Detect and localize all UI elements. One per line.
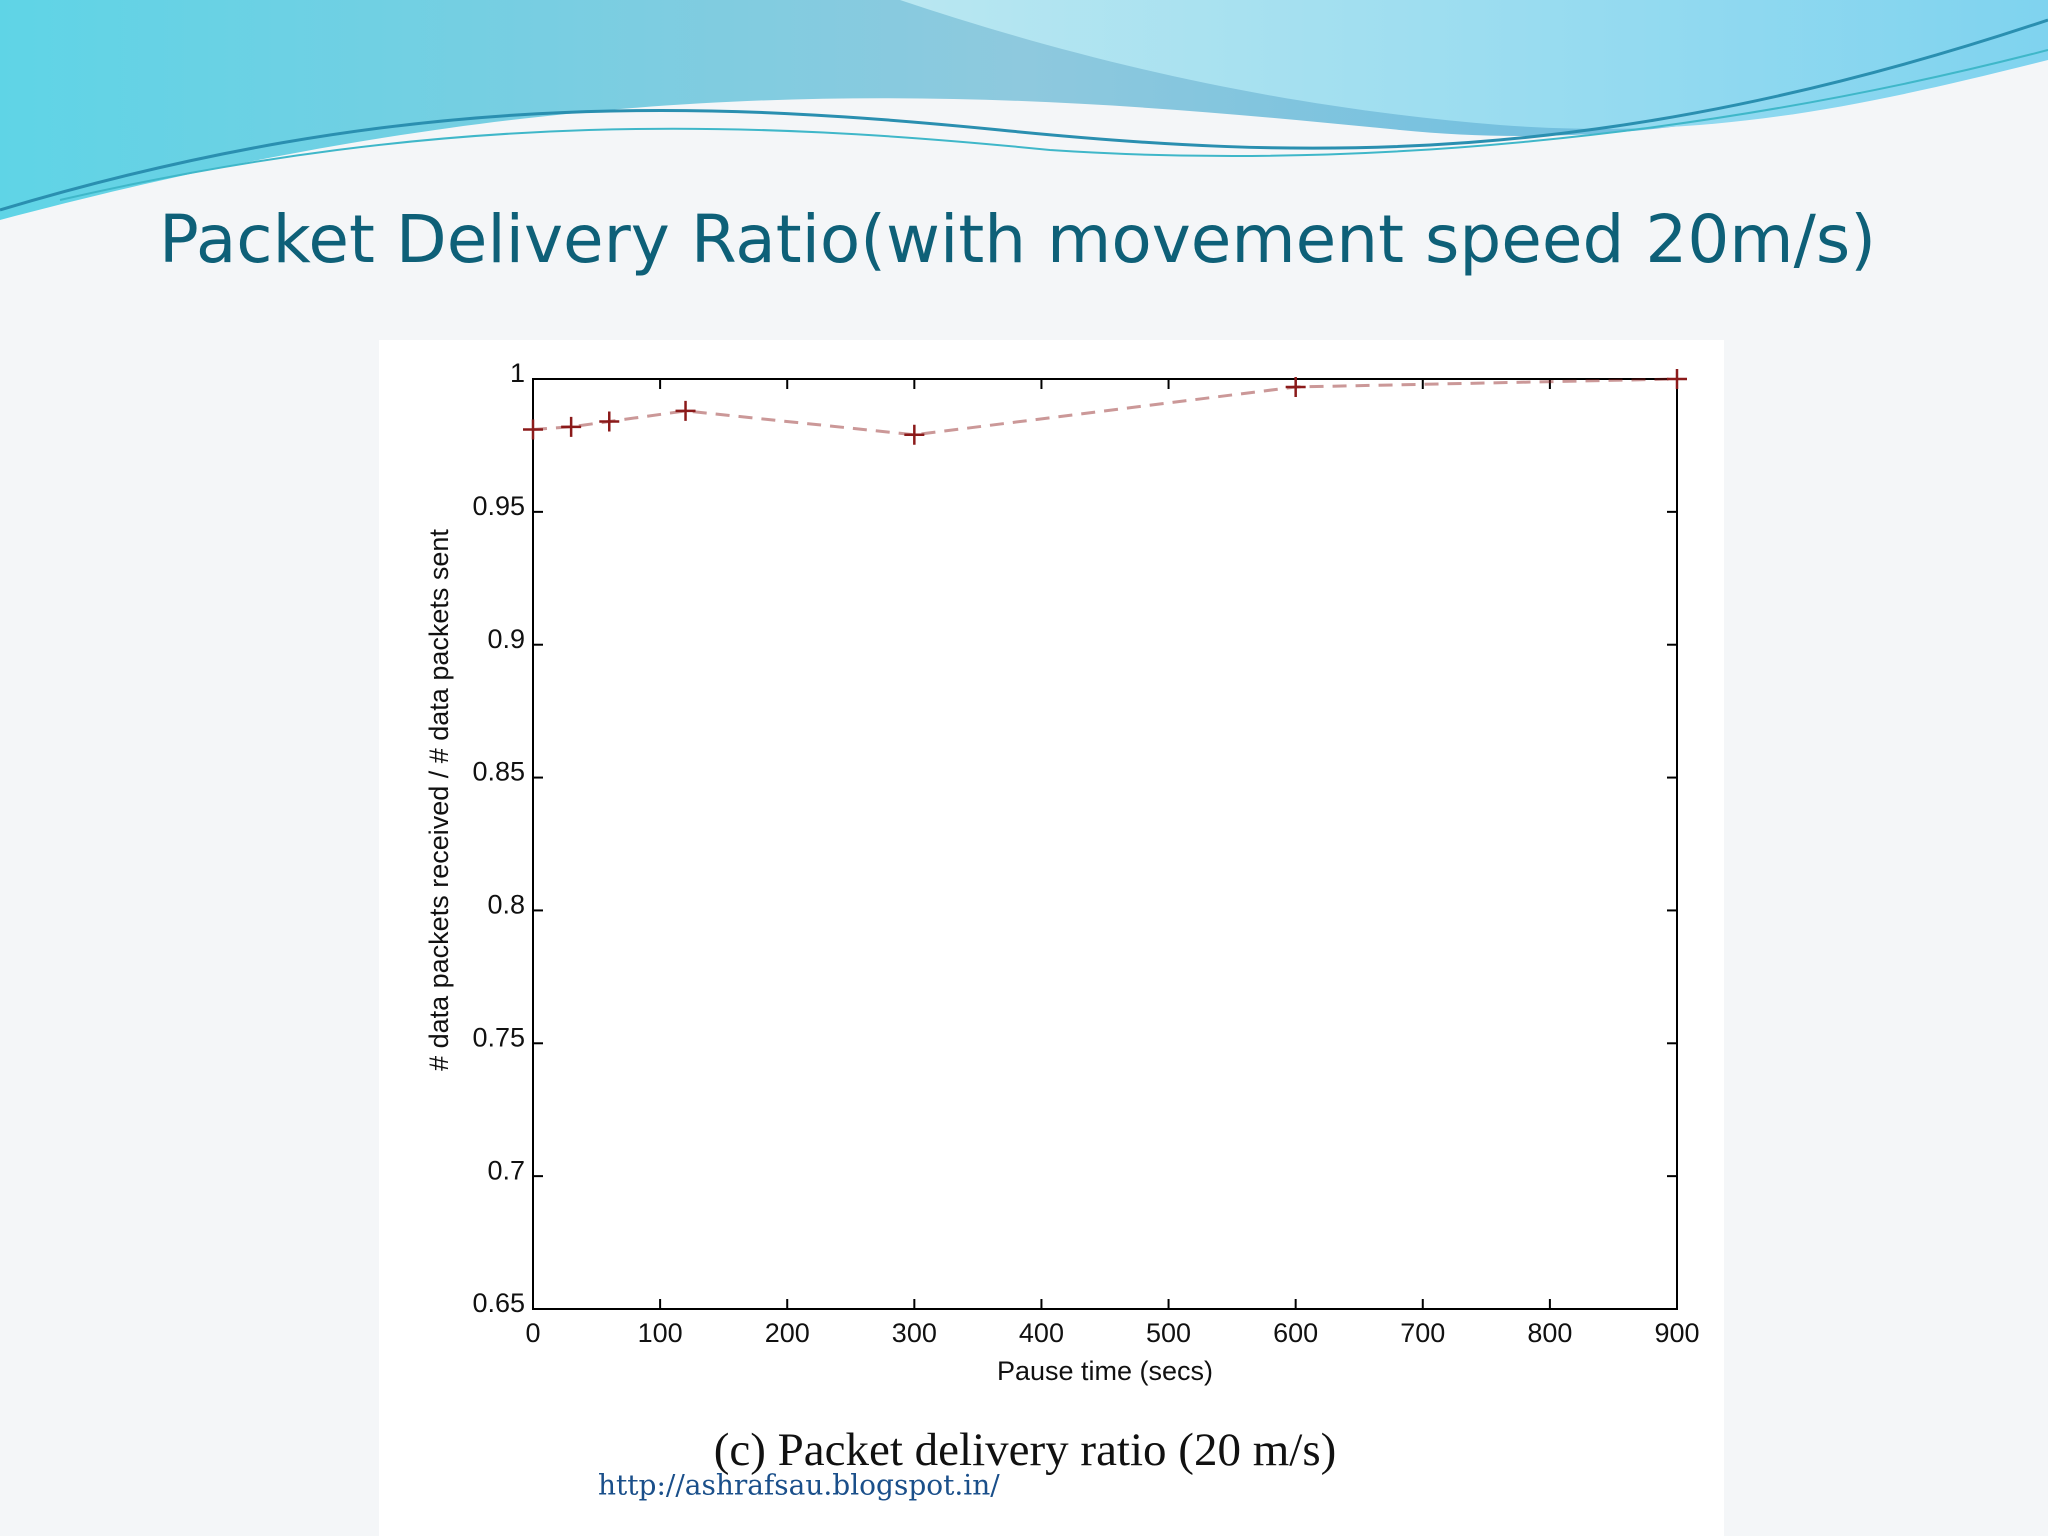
x-tick-label: 400 xyxy=(1019,1318,1064,1348)
x-tick-label: 700 xyxy=(1400,1318,1445,1348)
plot-frame xyxy=(532,378,1678,1310)
y-tick-label: 0.8 xyxy=(487,890,525,920)
data-point xyxy=(599,411,620,432)
chart: 0.65 0.7 0.75 0.8 0.85 0.9 0.95 1 0 100 200 300 400 5… xyxy=(424,358,1699,1386)
header-wave-light xyxy=(900,0,2048,129)
y-tick-label: 0.95 xyxy=(472,491,525,521)
data-point xyxy=(1667,369,1687,389)
data-point xyxy=(1285,376,1306,397)
x-tick-label: 500 xyxy=(1146,1318,1191,1348)
data-point xyxy=(561,416,582,437)
chart-panel xyxy=(379,340,1724,1536)
y-axis-label: # data packets received / # data packets… xyxy=(424,529,454,1071)
header-line xyxy=(59,49,2048,201)
x-axis-label: Pause time (secs) xyxy=(997,1356,1213,1386)
x-tick-label: 900 xyxy=(1654,1318,1699,1348)
data-point xyxy=(675,400,696,421)
chart-caption: (c) Packet delivery ratio (20 m/s) xyxy=(714,1424,1337,1476)
x-tick-label: 300 xyxy=(892,1318,937,1348)
y-tick-label: 0.7 xyxy=(487,1155,525,1185)
x-tick-label: 200 xyxy=(765,1318,810,1348)
y-tick-label: 0.65 xyxy=(472,1288,525,1318)
header-line xyxy=(0,18,2048,212)
x-tick-label: 800 xyxy=(1527,1318,1572,1348)
x-tick-label: 100 xyxy=(638,1318,683,1348)
slide-title: Packet Delivery Ratio(with movement spee… xyxy=(159,201,1876,278)
x-tick-label: 600 xyxy=(1273,1318,1318,1348)
y-tick-label: 0.85 xyxy=(472,757,525,787)
x-tick-label: 0 xyxy=(525,1318,540,1348)
data-point xyxy=(523,419,543,440)
y-tick-label: 1 xyxy=(510,358,525,388)
y-tick-label: 0.9 xyxy=(487,624,525,654)
footer-url: http://ashrafsau.blogspot.in/ xyxy=(598,1469,1000,1502)
y-tick-label: 0.75 xyxy=(472,1022,525,1052)
data-point xyxy=(904,424,925,445)
